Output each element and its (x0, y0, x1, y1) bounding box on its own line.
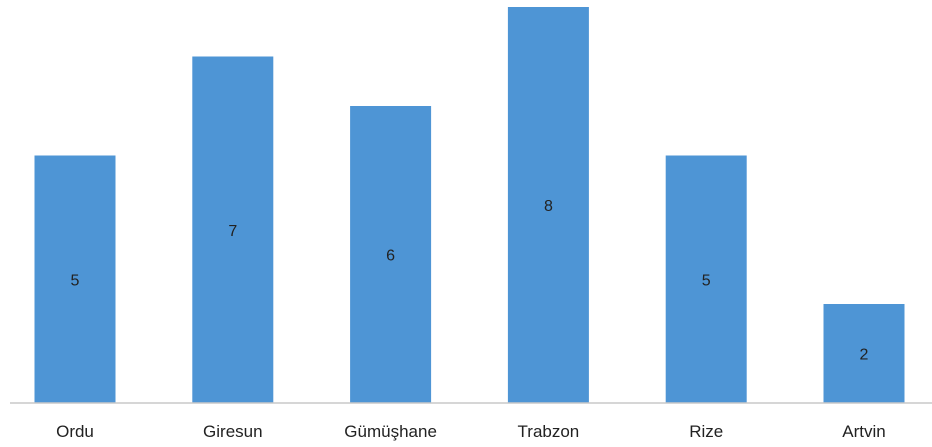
x-tick-trabzon: Trabzon (518, 422, 580, 441)
bar-giresun (192, 56, 274, 403)
data-labels-group: 5 7 6 8 5 2 (71, 198, 869, 364)
bar-artvin (823, 304, 905, 403)
x-tick-gümüşhane: Gümüşhane (344, 422, 437, 441)
x-tick-giresun: Giresun (203, 422, 263, 441)
category-ticks-group: Ordu Giresun Gümüşhane Trabzon Rize Artvin (56, 422, 886, 441)
data-label-ordu: 5 (71, 272, 80, 289)
data-label-trabzon: 8 (544, 198, 553, 215)
bar-trabzon (507, 7, 589, 403)
bar-ordu (34, 155, 116, 403)
data-label-giresun: 7 (228, 223, 237, 240)
data-label-rize: 5 (702, 272, 711, 289)
x-tick-ordu: Ordu (56, 422, 94, 441)
x-tick-rize: Rize (689, 422, 723, 441)
bar-rize (665, 155, 747, 403)
x-tick-artvin: Artvin (842, 422, 885, 441)
bar-gümüşhane (350, 106, 432, 403)
data-label-artvin: 2 (860, 347, 869, 364)
data-label-gümüşhane: 6 (386, 248, 395, 265)
bars-group (34, 7, 905, 403)
